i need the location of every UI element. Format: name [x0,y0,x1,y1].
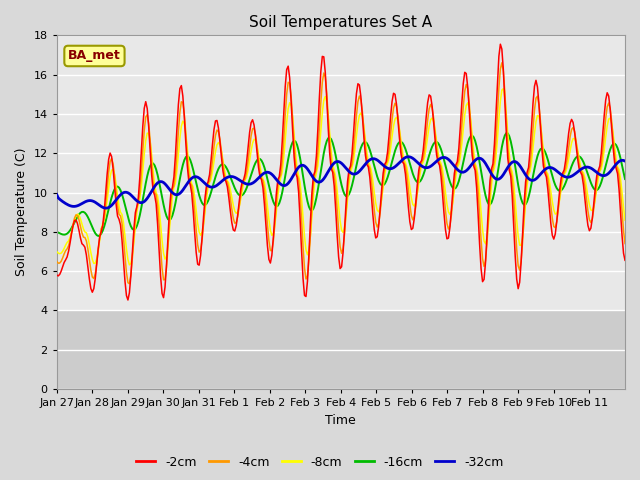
Text: BA_met: BA_met [68,49,121,62]
Legend: -2cm, -4cm, -8cm, -16cm, -32cm: -2cm, -4cm, -8cm, -16cm, -32cm [131,451,509,474]
Bar [57,311,625,389]
Title: Soil Temperatures Set A: Soil Temperatures Set A [250,15,433,30]
Y-axis label: Soil Temperature (C): Soil Temperature (C) [15,148,28,276]
X-axis label: Time: Time [326,414,356,427]
